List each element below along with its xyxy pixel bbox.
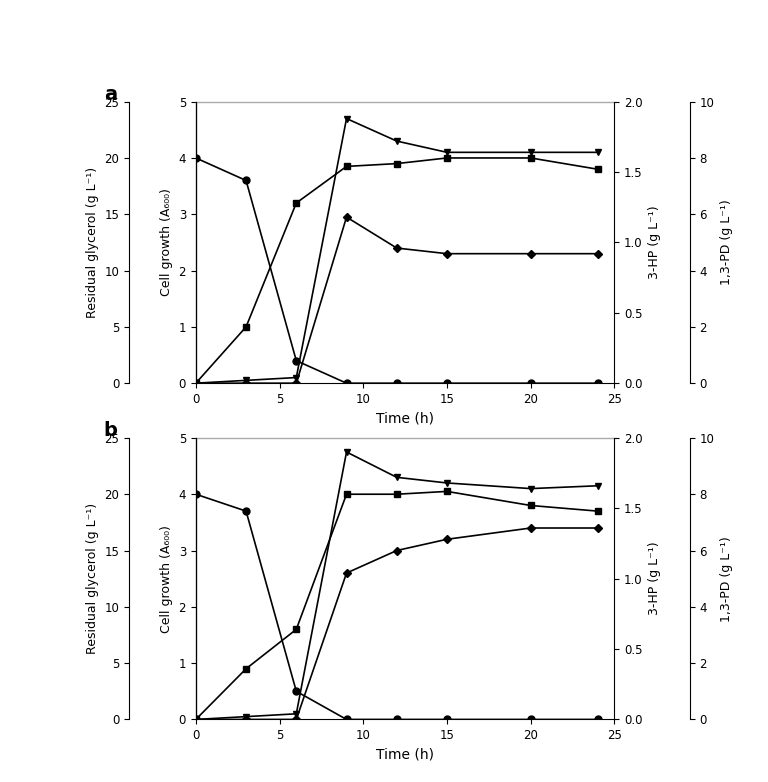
- Y-axis label: 3-HP (g L⁻¹): 3-HP (g L⁻¹): [648, 542, 661, 615]
- X-axis label: Time (h): Time (h): [376, 748, 434, 762]
- Y-axis label: 3-HP (g L⁻¹): 3-HP (g L⁻¹): [648, 206, 661, 279]
- Y-axis label: Residual glycerol (g L⁻¹): Residual glycerol (g L⁻¹): [86, 167, 99, 318]
- Y-axis label: 1,3-PD (g L⁻¹): 1,3-PD (g L⁻¹): [720, 199, 733, 285]
- Text: a: a: [104, 84, 117, 104]
- X-axis label: Time (h): Time (h): [376, 411, 434, 425]
- Y-axis label: Residual glycerol (g L⁻¹): Residual glycerol (g L⁻¹): [86, 503, 99, 655]
- Y-axis label: 1,3-PD (g L⁻¹): 1,3-PD (g L⁻¹): [720, 536, 733, 622]
- Y-axis label: Cell growth (A₆₀₀): Cell growth (A₆₀₀): [160, 525, 173, 633]
- Text: b: b: [104, 421, 118, 440]
- Y-axis label: Cell growth (A₆₀₀): Cell growth (A₆₀₀): [160, 188, 173, 296]
